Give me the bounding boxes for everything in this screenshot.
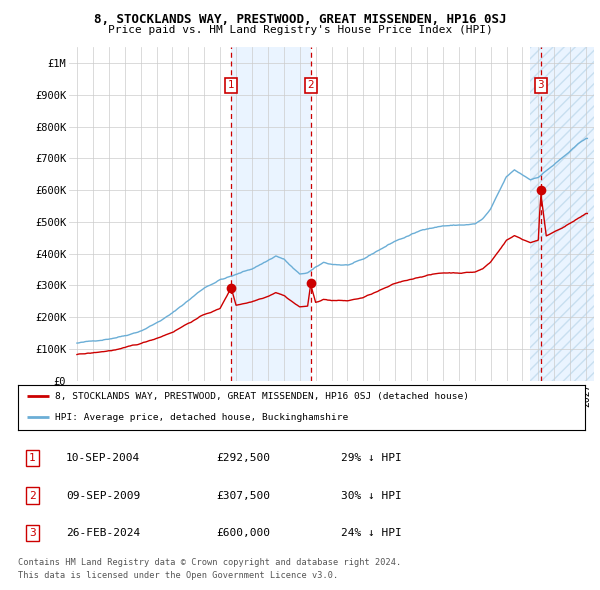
Text: £600,000: £600,000 (217, 529, 271, 538)
Bar (530, 47, 594, 381)
Text: 8, STOCKLANDS WAY, PRESTWOOD, GREAT MISSENDEN, HP16 0SJ (detached house): 8, STOCKLANDS WAY, PRESTWOOD, GREAT MISS… (55, 392, 469, 401)
Text: 3: 3 (29, 529, 35, 538)
Text: 1: 1 (29, 453, 35, 463)
Bar (530, 47, 594, 381)
Text: 1: 1 (228, 80, 235, 90)
Text: £307,500: £307,500 (217, 491, 271, 500)
Text: 2: 2 (29, 491, 35, 500)
Text: This data is licensed under the Open Government Licence v3.0.: This data is licensed under the Open Gov… (18, 571, 338, 580)
Text: Contains HM Land Registry data © Crown copyright and database right 2024.: Contains HM Land Registry data © Crown c… (18, 558, 401, 566)
Text: 8, STOCKLANDS WAY, PRESTWOOD, GREAT MISSENDEN, HP16 0SJ: 8, STOCKLANDS WAY, PRESTWOOD, GREAT MISS… (94, 13, 506, 26)
Text: 10-SEP-2004: 10-SEP-2004 (66, 453, 140, 463)
Text: Price paid vs. HM Land Registry's House Price Index (HPI): Price paid vs. HM Land Registry's House … (107, 25, 493, 35)
Text: 24% ↓ HPI: 24% ↓ HPI (341, 529, 402, 538)
Text: 26-FEB-2024: 26-FEB-2024 (66, 529, 140, 538)
Text: 30% ↓ HPI: 30% ↓ HPI (341, 491, 402, 500)
Bar (231, 47, 311, 381)
Text: 2: 2 (307, 80, 314, 90)
Text: 29% ↓ HPI: 29% ↓ HPI (341, 453, 402, 463)
Text: HPI: Average price, detached house, Buckinghamshire: HPI: Average price, detached house, Buck… (55, 412, 348, 422)
Text: 09-SEP-2009: 09-SEP-2009 (66, 491, 140, 500)
Text: £292,500: £292,500 (217, 453, 271, 463)
Text: 3: 3 (538, 80, 544, 90)
